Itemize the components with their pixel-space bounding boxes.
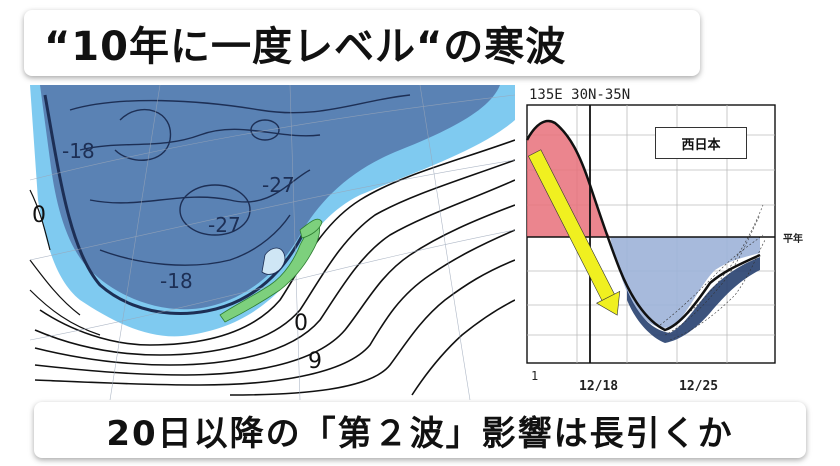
contour-label: -27 <box>262 173 295 197</box>
headline-text: “10年に一度レベル“の寒波 <box>44 24 567 70</box>
temperature-chart: 135E 30N-35N 西日本 平年 1 12/18 12/25 <box>515 85 840 400</box>
trend-arrow <box>527 149 621 316</box>
contour-label: -27 <box>208 213 241 237</box>
contour-label: -18 <box>160 269 193 293</box>
contour-label: 0 <box>294 311 308 336</box>
mean-temperature-line <box>525 119 761 332</box>
region-label: 西日本 <box>655 127 747 159</box>
normal-label: 平年 <box>783 234 803 245</box>
contour-label: 9 <box>308 349 322 374</box>
contour-label: 0 <box>32 203 46 228</box>
caption-text: 20日以降の「第２波」影響は長引くか <box>106 413 734 454</box>
caption-banner: 20日以降の「第２波」影響は長引くか <box>34 402 806 458</box>
x-tick-label: 12/25 <box>679 379 719 394</box>
headline-banner: “10年に一度レベル“の寒波 <box>24 10 700 76</box>
x-tick-label: 1 <box>531 369 539 383</box>
cold-anomaly-area <box>610 237 760 328</box>
chart-header: 135E 30N-35N <box>529 87 631 103</box>
x-tick-label: 12/18 <box>579 379 619 394</box>
contour-label: -18 <box>62 139 95 163</box>
